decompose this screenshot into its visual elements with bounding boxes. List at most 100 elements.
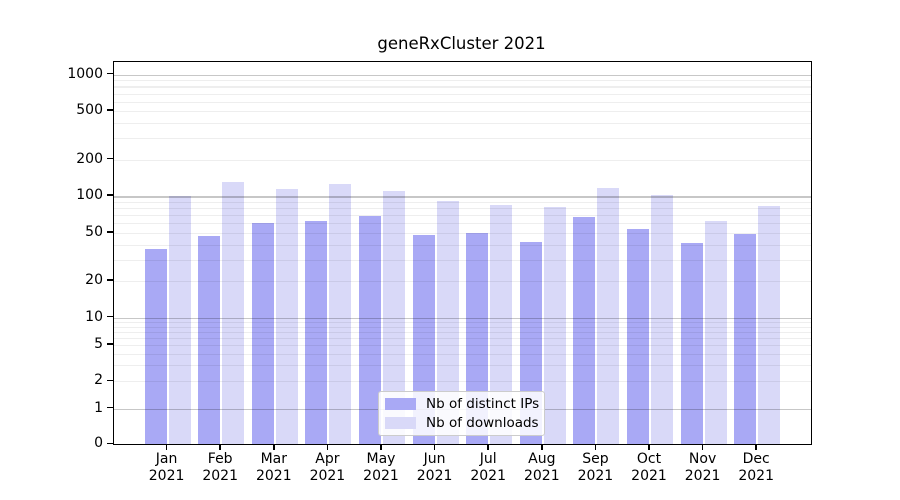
y-tick-label: 0 <box>94 435 103 452</box>
bar-distinct-ips <box>144 248 167 444</box>
minor-gridline <box>114 138 811 140</box>
y-tick-label: 10 <box>85 308 103 325</box>
x-tick-label: Jan 2021 <box>148 451 185 484</box>
major-gridline <box>114 317 811 320</box>
x-tick-mark <box>487 444 489 450</box>
minor-gridline <box>114 281 811 283</box>
y-tick-mark <box>107 442 113 445</box>
plot-area <box>113 61 812 445</box>
minor-gridline <box>114 111 811 113</box>
bar-distinct-ips <box>305 220 328 444</box>
x-tick-label: Oct 2021 <box>631 451 667 484</box>
y-tick-mark <box>107 343 113 345</box>
chart-title: geneRxCluster 2021 <box>377 34 546 53</box>
y-tick-mark <box>107 279 113 281</box>
x-tick-mark <box>165 444 168 450</box>
minor-gridline <box>114 345 811 347</box>
bar-downloads <box>383 191 405 444</box>
bar-downloads <box>329 184 352 444</box>
minor-gridline <box>114 259 811 261</box>
x-tick-mark <box>541 444 543 450</box>
y-tick-label: 200 <box>76 150 103 167</box>
x-tick-mark <box>273 444 275 450</box>
x-tick-label: Apr 2021 <box>309 451 346 484</box>
minor-gridline <box>114 123 811 125</box>
bar-downloads <box>490 205 513 444</box>
y-tick-label: 1000 <box>67 65 103 82</box>
legend-entry-downloads: Nb of downloads <box>385 415 539 431</box>
minor-gridline <box>114 326 811 328</box>
minor-gridline <box>114 86 811 88</box>
bar-distinct-ips <box>359 215 381 444</box>
y-tick-label: 5 <box>94 336 103 353</box>
y-tick-label: 50 <box>85 223 103 240</box>
y-tick-label: 20 <box>85 272 103 289</box>
minor-gridline <box>114 353 811 355</box>
x-tick-label: Jul 2021 <box>470 451 506 484</box>
bar-downloads <box>597 187 620 444</box>
x-tick-mark <box>701 444 704 450</box>
bar-distinct-ips <box>198 236 221 444</box>
bar-downloads <box>651 195 673 444</box>
x-tick-label: Mar 2021 <box>255 451 292 484</box>
bar-distinct-ips <box>251 223 274 444</box>
bar-downloads <box>275 188 298 444</box>
bar-distinct-ips <box>627 228 649 444</box>
y-tick-mark <box>107 157 113 160</box>
y-tick-label: 100 <box>76 187 103 204</box>
x-tick-label: Sep 2021 <box>577 451 614 484</box>
x-tick-label: May 2021 <box>363 451 399 484</box>
x-tick-mark <box>219 444 221 450</box>
x-tick-mark <box>433 444 436 450</box>
legend-swatch-distinct-ips <box>385 398 416 410</box>
minor-gridline <box>114 207 811 210</box>
minor-gridline <box>114 159 811 161</box>
legend-label-distinct-ips: Nb of distinct IPs <box>426 396 540 412</box>
minor-gridline <box>114 321 811 323</box>
legend-swatch-downloads <box>385 417 416 429</box>
x-tick-label: Jun 2021 <box>416 451 453 484</box>
minor-gridline <box>114 223 811 225</box>
legend: Nb of distinct IPs Nb of downloads <box>378 391 545 436</box>
bar-distinct-ips <box>680 243 703 444</box>
bar-downloads <box>168 196 191 444</box>
minor-gridline <box>114 80 811 82</box>
y-tick-mark <box>107 379 113 382</box>
bar-downloads <box>222 182 245 444</box>
minor-gridline <box>114 215 811 217</box>
y-tick-mark <box>107 72 113 75</box>
x-tick-label: Dec 2021 <box>738 451 774 484</box>
y-tick-mark <box>107 194 113 196</box>
x-tick-mark <box>594 444 597 450</box>
minor-gridline <box>114 93 811 95</box>
minor-gridline <box>114 365 811 367</box>
minor-gridline <box>114 331 811 333</box>
y-tick-mark <box>107 315 113 318</box>
x-tick-mark <box>755 444 757 450</box>
bar-downloads <box>704 220 727 444</box>
minor-gridline <box>114 244 811 246</box>
x-tick-mark <box>326 444 329 450</box>
y-tick-label: 1 <box>94 399 103 416</box>
bar-downloads <box>758 206 781 444</box>
minor-gridline <box>114 337 811 339</box>
x-tick-mark <box>648 444 650 450</box>
bar-distinct-ips <box>734 233 757 444</box>
x-tick-label: Nov 2021 <box>684 451 721 484</box>
y-tick-mark <box>107 109 113 112</box>
bar-distinct-ips <box>573 216 596 444</box>
legend-label-downloads: Nb of downloads <box>426 415 539 431</box>
minor-gridline <box>114 201 811 203</box>
x-tick-label: Aug 2021 <box>523 451 560 484</box>
minor-gridline <box>114 381 811 383</box>
x-tick-mark <box>380 444 382 450</box>
y-tick-mark <box>107 406 113 409</box>
major-gridline <box>114 74 811 77</box>
bar-downloads <box>436 201 459 444</box>
major-gridline <box>114 196 811 198</box>
minor-gridline <box>114 101 811 103</box>
legend-entry-distinct-ips: Nb of distinct IPs <box>385 396 540 412</box>
y-tick-mark <box>107 230 113 233</box>
x-tick-label: Feb 2021 <box>202 451 238 484</box>
